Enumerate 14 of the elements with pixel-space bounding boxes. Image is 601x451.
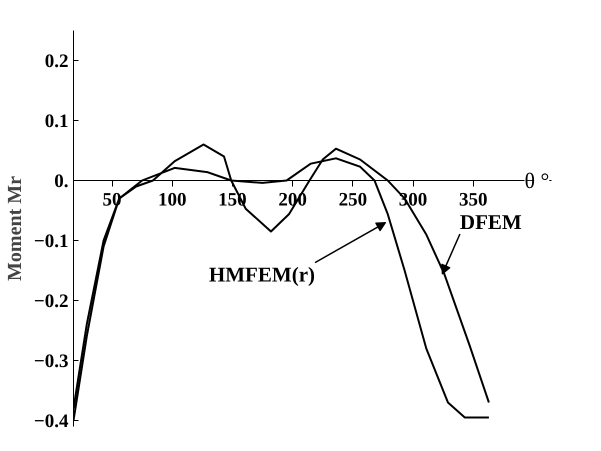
y-tick-label: −0.1 [34, 231, 68, 252]
x-tick-label: 350 [458, 190, 488, 210]
y-axis-title: Moment Mr [4, 176, 26, 281]
y-tick-label: −0.3 [34, 351, 68, 372]
annotation: DFEM [460, 210, 522, 234]
annotation: HMFEM(r) [208, 262, 316, 287]
y-tick-label: −0.4 [34, 411, 69, 432]
y-tick-label: 0.1 [44, 111, 68, 132]
y-tick-label: −0.2 [34, 291, 68, 312]
x-tick-label: 250 [338, 190, 368, 210]
x-axis-title: θ ° [524, 168, 550, 193]
y-tick-label: 0.2 [44, 51, 68, 72]
y-tick-label: 0. [54, 171, 68, 192]
x-tick-label: 100 [158, 190, 186, 210]
